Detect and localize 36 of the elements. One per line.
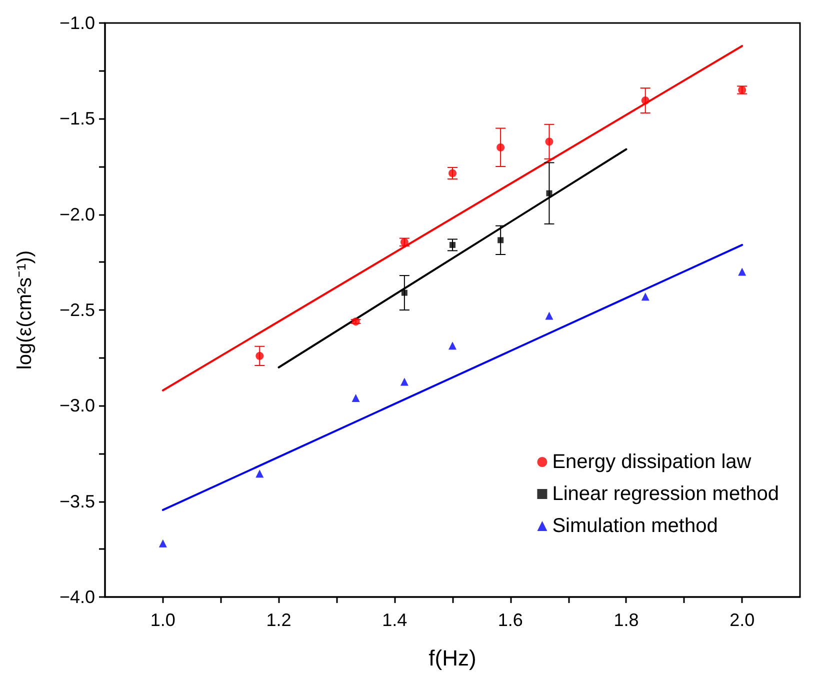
x-tick-label: 1.2 xyxy=(266,610,292,630)
point xyxy=(352,394,360,402)
point xyxy=(448,342,456,350)
y-tick-label: −1.5 xyxy=(59,108,95,129)
point xyxy=(256,470,264,478)
point xyxy=(641,292,650,301)
point xyxy=(738,268,746,276)
point xyxy=(401,290,408,296)
legend-label: Simulation method xyxy=(552,515,718,537)
y-tick-label: −3.5 xyxy=(59,491,95,512)
y-tick-label: −3.0 xyxy=(59,396,95,416)
y-tick-label: −2.0 xyxy=(59,204,95,224)
y-tick-label: −1.0 xyxy=(59,13,95,33)
point xyxy=(498,237,504,244)
point xyxy=(400,378,408,386)
point xyxy=(545,138,554,146)
y-axis-title: log(ε(cm²s⁻¹)) xyxy=(14,250,36,370)
point xyxy=(546,190,552,196)
y-tick-label: −4.0 xyxy=(59,587,95,607)
point xyxy=(256,352,264,360)
y-tick-label: −2.5 xyxy=(59,300,95,320)
point xyxy=(641,96,650,104)
x-axis-title: f(Hz) xyxy=(428,646,476,670)
x-tick-label: 2.0 xyxy=(730,610,755,630)
point xyxy=(352,317,360,326)
x-tick-label: 1.4 xyxy=(382,610,408,630)
x-tick-label: 1.8 xyxy=(614,610,639,630)
point xyxy=(448,169,456,178)
x-tick-label: 1.0 xyxy=(150,610,176,630)
point xyxy=(450,242,456,248)
point xyxy=(545,312,554,320)
x-tick-label: 1.6 xyxy=(498,610,523,630)
legend-label: Energy dissipation law xyxy=(552,451,752,473)
point xyxy=(158,539,167,548)
legend-label: Linear regression method xyxy=(552,483,779,505)
point xyxy=(496,143,505,152)
